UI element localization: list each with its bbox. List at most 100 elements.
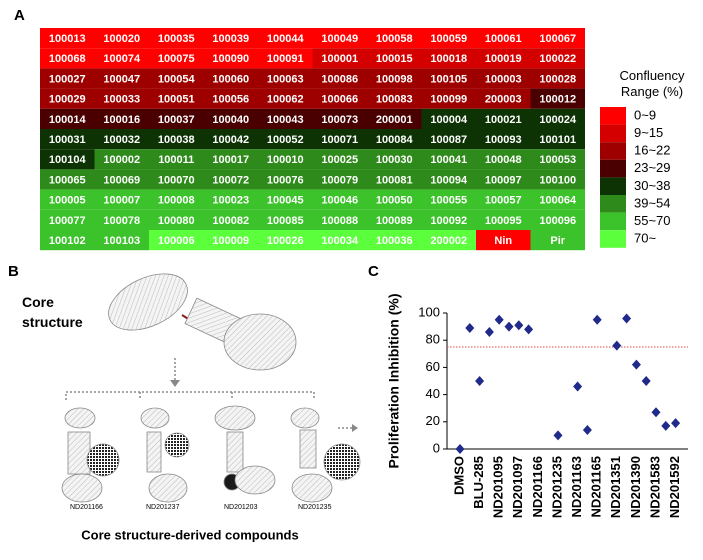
heatmap-cell — [149, 189, 204, 210]
arrow-head — [352, 424, 358, 432]
heatmap-cell — [312, 149, 367, 170]
heatmap-cell — [40, 68, 95, 89]
cell-label: 100033 — [103, 94, 140, 106]
heatmap-cell — [421, 189, 476, 210]
core-structure-shape — [108, 273, 297, 371]
heatmap-cell — [530, 88, 585, 109]
heatmap-cell — [312, 88, 367, 109]
cell-label: 100017 — [212, 154, 249, 166]
heatmap-cell — [312, 230, 367, 251]
heatmap-cell — [203, 189, 258, 210]
heatmap-cell — [530, 169, 585, 190]
heatmap-cell — [367, 129, 422, 150]
cell-label: 100059 — [430, 33, 467, 45]
heatmap-cell — [530, 209, 585, 230]
compound-shapes — [61, 405, 361, 503]
legend-swatch — [600, 124, 626, 143]
cell-label: 100067 — [539, 33, 576, 45]
heatmap-cell — [476, 129, 531, 150]
heatmap-cell — [40, 230, 95, 251]
cell-label: 100055 — [430, 195, 467, 207]
heatmap-cell — [367, 209, 422, 230]
heatmap-cell — [530, 230, 585, 251]
cell-label: 100021 — [485, 114, 522, 126]
cell-label: 100002 — [103, 154, 140, 166]
cell-label: 200002 — [430, 235, 467, 247]
cell-label: 100096 — [539, 215, 576, 227]
cell-label: 100027 — [49, 73, 86, 85]
cell-label: 100038 — [158, 134, 195, 146]
heatmap-cell — [203, 149, 258, 170]
cell-label: 100075 — [158, 53, 195, 65]
heatmap-cell — [367, 48, 422, 69]
cell-label: 100080 — [158, 215, 195, 227]
heatmap-cell — [258, 129, 313, 150]
cell-label: 100100 — [539, 174, 576, 186]
heatmap-cell — [421, 108, 476, 129]
heatmap-cell — [149, 28, 204, 49]
cell-label: 100015 — [376, 53, 413, 65]
cell-label: Pir — [550, 235, 565, 247]
heatmap-cell — [94, 108, 149, 129]
cell-label: 100005 — [49, 195, 86, 207]
legend-swatch — [600, 159, 626, 178]
cell-label: 100003 — [485, 73, 522, 85]
heatmap-cell — [94, 189, 149, 210]
heatmap-cell — [203, 48, 258, 69]
heatmap-cell — [203, 108, 258, 129]
heatmap-cell — [476, 209, 531, 230]
heatmap-cell — [258, 48, 313, 69]
heatmap-cell — [203, 88, 258, 109]
point — [524, 324, 534, 335]
legend-swatch — [600, 142, 626, 160]
heatmap-cell — [421, 129, 476, 150]
heatmap-cell — [476, 68, 531, 89]
cell-label: 100007 — [103, 195, 140, 207]
point — [465, 322, 475, 333]
x-tick-label: ND201592 — [667, 456, 682, 518]
heatmap-cell — [312, 28, 367, 49]
cell-label: Nin — [494, 235, 512, 247]
panel-label: B — [8, 263, 19, 280]
point — [622, 313, 632, 324]
cell-label: 100071 — [321, 134, 358, 146]
cell-label: 100095 — [485, 215, 522, 227]
heatmap-cell — [421, 209, 476, 230]
core-label: Core structure — [22, 294, 83, 330]
cell-label: 100090 — [212, 53, 249, 65]
point — [494, 314, 504, 325]
cell-label: 100031 — [49, 134, 86, 146]
heatmap-cell — [530, 189, 585, 210]
panel-label: A — [14, 7, 25, 24]
legend-label: 70~ — [634, 231, 656, 246]
bracket — [65, 391, 315, 400]
cell-label: 100024 — [539, 114, 577, 126]
cell-label: 100013 — [49, 33, 86, 45]
cell-label: 100022 — [539, 53, 576, 65]
cell-label: 100043 — [267, 114, 304, 126]
cell-label: 100078 — [103, 215, 140, 227]
cell-label: 100098 — [376, 73, 413, 85]
cell-label: 100088 — [321, 215, 358, 227]
heatmap-cell — [40, 149, 95, 170]
legend-label: 30~38 — [634, 178, 671, 193]
heatmap-cell — [258, 149, 313, 170]
heatmap-cell — [421, 48, 476, 69]
heatmap-cell — [367, 108, 422, 129]
heatmap-cell — [258, 108, 313, 129]
legend-label: 0~9 — [634, 107, 656, 122]
legend-label: 55~70 — [634, 213, 671, 228]
heatmap-cell — [149, 108, 204, 129]
heatmap-cell — [476, 88, 531, 109]
point — [504, 321, 514, 332]
x-tick-label: DMSO — [451, 456, 466, 495]
heatmap-cell — [421, 149, 476, 170]
heatmap-cell — [421, 169, 476, 190]
cell-label: 100073 — [321, 114, 358, 126]
cell-label: 100034 — [321, 235, 359, 247]
heatmap-cell — [476, 149, 531, 170]
cell-label: 100070 — [158, 174, 195, 186]
heatmap-cell — [258, 230, 313, 251]
heatmap-cell — [312, 48, 367, 69]
heatmap-cell — [203, 209, 258, 230]
